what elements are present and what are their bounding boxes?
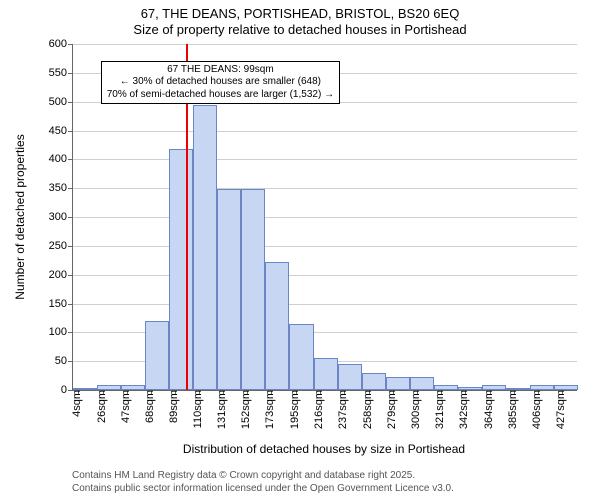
ytick-label: 400 — [49, 153, 73, 165]
xtick-label: 364sqm — [481, 390, 495, 429]
ytick-label: 550 — [49, 67, 73, 79]
gridline — [73, 159, 577, 160]
y-axis-label: Number of detached properties — [13, 134, 27, 299]
xtick-label: 216sqm — [311, 390, 325, 429]
xtick-label: 279sqm — [384, 390, 398, 429]
histogram-bar — [145, 321, 169, 390]
footer-line-2: Contains public sector information licen… — [72, 483, 454, 494]
xtick-label: 68sqm — [142, 390, 156, 423]
histogram-bar — [169, 149, 193, 390]
xtick-label: 173sqm — [262, 390, 276, 429]
annotation-line-2: ← 30% of detached houses are smaller (64… — [107, 76, 334, 89]
histogram-bar — [386, 377, 410, 390]
x-axis-label: Distribution of detached houses by size … — [183, 442, 465, 456]
chart-title-line2: Size of property relative to detached ho… — [0, 22, 600, 37]
histogram-bar — [217, 189, 241, 390]
ytick-label: 350 — [49, 182, 73, 194]
histogram-bar — [338, 364, 362, 390]
histogram-bar — [241, 189, 265, 390]
xtick-label: 321sqm — [432, 390, 446, 429]
ytick-label: 250 — [49, 240, 73, 252]
xtick-label: 406sqm — [529, 390, 543, 429]
chart-container: 67, THE DEANS, PORTISHEAD, BRISTOL, BS20… — [0, 0, 600, 500]
xtick-label: 385sqm — [505, 390, 519, 429]
gridline — [73, 188, 577, 189]
xtick-label: 110sqm — [190, 390, 204, 428]
xtick-label: 47sqm — [118, 390, 132, 423]
ytick-label: 300 — [49, 211, 73, 223]
histogram-bar — [265, 262, 289, 390]
ytick-label: 50 — [55, 355, 73, 367]
gridline — [73, 304, 577, 305]
annotation-line-1: 67 THE DEANS: 99sqm — [107, 64, 334, 77]
xtick-label: 237sqm — [335, 390, 349, 429]
xtick-label: 89sqm — [166, 390, 180, 423]
xtick-label: 300sqm — [408, 390, 422, 429]
histogram-bar — [410, 377, 434, 390]
histogram-bar — [362, 373, 386, 390]
gridline — [73, 246, 577, 247]
xtick-label: 195sqm — [287, 390, 301, 429]
histogram-bar — [193, 105, 217, 390]
ytick-label: 600 — [49, 38, 73, 50]
histogram-bar — [289, 324, 313, 390]
ytick-label: 450 — [49, 125, 73, 137]
xtick-label: 258sqm — [360, 390, 374, 429]
xtick-label: 26sqm — [94, 390, 108, 423]
xtick-label: 4sqm — [69, 390, 83, 417]
ytick-label: 200 — [49, 269, 73, 281]
xtick-label: 342sqm — [456, 390, 470, 429]
annotation-box: 67 THE DEANS: 99sqm← 30% of detached hou… — [101, 61, 340, 105]
gridline — [73, 131, 577, 132]
ytick-label: 100 — [49, 326, 73, 338]
xtick-label: 131sqm — [214, 390, 228, 429]
gridline — [73, 275, 577, 276]
xtick-label: 427sqm — [553, 390, 567, 429]
chart-title-line1: 67, THE DEANS, PORTISHEAD, BRISTOL, BS20… — [0, 6, 600, 21]
gridline — [73, 217, 577, 218]
annotation-line-3: 70% of semi-detached houses are larger (… — [107, 89, 334, 102]
footer-line-1: Contains HM Land Registry data © Crown c… — [72, 470, 415, 481]
plot-area: 0501001502002503003504004505005506004sqm… — [72, 44, 577, 391]
gridline — [73, 44, 577, 45]
ytick-label: 500 — [49, 96, 73, 108]
xtick-label: 152sqm — [238, 390, 252, 429]
histogram-bar — [314, 358, 338, 390]
ytick-label: 150 — [49, 298, 73, 310]
